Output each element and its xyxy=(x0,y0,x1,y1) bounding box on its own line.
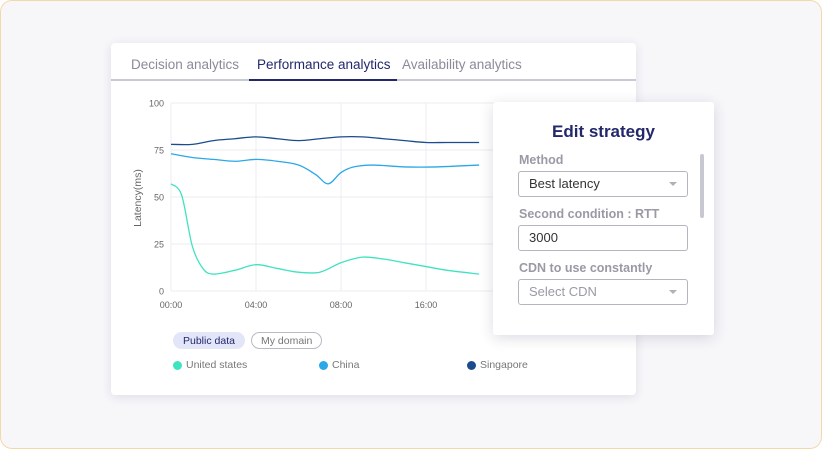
my-domain-filter[interactable]: My domain xyxy=(251,332,323,349)
method-label: Method xyxy=(519,153,564,167)
y-tick-label: 50 xyxy=(154,193,164,203)
legend-label: China xyxy=(332,359,360,371)
series-line-united-states xyxy=(170,183,480,275)
rtt-input[interactable]: 3000 xyxy=(518,225,688,251)
y-axis-label: Latency(ms) xyxy=(132,169,144,227)
tab-availability-analytics[interactable]: Availability analytics xyxy=(402,57,522,72)
rtt-value: 3000 xyxy=(529,230,558,245)
cdn-label: CDN to use constantly xyxy=(519,261,653,275)
panel-title: Edit strategy xyxy=(552,122,655,141)
x-tick-label: 04:00 xyxy=(245,300,268,310)
legend-dot xyxy=(319,360,328,370)
active-tab-indicator xyxy=(249,79,397,81)
x-tick-label: 08:00 xyxy=(330,300,353,310)
analytics-tabs: Decision analytics Performance analytics… xyxy=(111,43,636,81)
legend-dot xyxy=(173,360,182,370)
method-value: Best latency xyxy=(529,176,600,191)
cdn-select[interactable]: Select CDN xyxy=(518,279,688,305)
y-tick-label: 0 xyxy=(159,287,164,297)
x-tick-label: 00:00 xyxy=(160,300,183,310)
legend-label: Singapore xyxy=(480,359,528,371)
tab-performance-analytics[interactable]: Performance analytics xyxy=(257,57,391,72)
legend-item-united-states: United states xyxy=(173,359,247,371)
x-tick-label: 16:00 xyxy=(415,300,438,310)
series-line-singapore xyxy=(170,135,480,146)
y-tick-label: 100 xyxy=(149,99,164,109)
y-tick-label: 75 xyxy=(154,146,164,156)
y-tick-label: 25 xyxy=(154,240,164,250)
legend-dot xyxy=(467,360,476,370)
panel-scrollbar[interactable] xyxy=(700,154,704,218)
series-line-china xyxy=(170,153,480,185)
cdn-placeholder: Select CDN xyxy=(529,284,597,299)
second-condition-label: Second condition : RTT xyxy=(519,207,660,221)
public-data-filter[interactable]: Public data xyxy=(173,332,245,349)
chevron-down-icon xyxy=(669,182,677,186)
legend-item-china: China xyxy=(319,359,359,371)
tab-decision-analytics[interactable]: Decision analytics xyxy=(131,57,240,72)
method-select[interactable]: Best latency xyxy=(518,171,688,197)
legend-label: United states xyxy=(186,359,248,371)
edit-strategy-panel: Edit strategy Method Best latency Second… xyxy=(493,102,714,335)
legend-item-singapore: Singapore xyxy=(467,359,528,371)
chevron-down-icon xyxy=(669,290,677,294)
